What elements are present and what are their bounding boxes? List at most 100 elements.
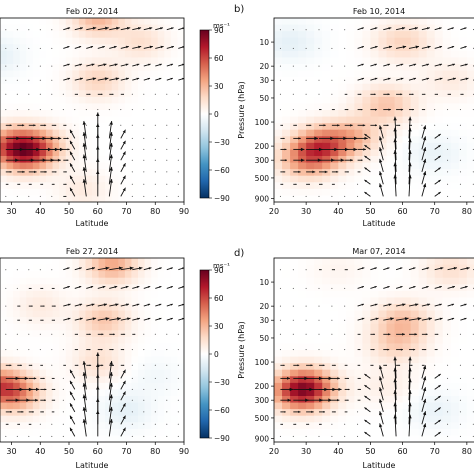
wind-vector	[383, 63, 391, 67]
heatmap-cell	[72, 264, 80, 272]
heatmap-cell	[138, 422, 146, 430]
heatmap-cell	[177, 96, 184, 105]
heatmap-cell	[434, 304, 444, 312]
heatmap-cell	[0, 195, 8, 202]
heatmap-cell	[52, 77, 60, 85]
heatmap-cell	[370, 258, 380, 266]
heatmap-cell	[0, 77, 8, 85]
heatmap-cell	[274, 310, 283, 318]
wind-vector	[434, 93, 438, 95]
heatmap-cell	[151, 277, 159, 285]
wind-vector	[143, 109, 145, 111]
heatmap-cell	[105, 297, 113, 305]
heatmap-cell	[298, 123, 307, 131]
heatmap-cell	[26, 44, 34, 52]
heatmap-cell	[330, 31, 339, 39]
heatmap-cell	[144, 57, 152, 65]
wind-vector	[305, 79, 307, 81]
heatmap-cell	[177, 297, 184, 305]
heatmap-cell	[0, 356, 8, 364]
heatmap-cell	[131, 182, 139, 190]
heatmap-cell	[111, 310, 119, 318]
wind-vector	[319, 170, 328, 174]
heatmap-cell	[19, 428, 27, 437]
heatmap-cell	[111, 182, 119, 190]
heatmap-cell	[157, 195, 165, 202]
heatmap-cell	[306, 382, 315, 391]
heatmap-cell	[330, 389, 339, 397]
heatmap-cell	[290, 57, 299, 65]
wind-vector	[364, 431, 371, 437]
heatmap-cell	[442, 284, 452, 292]
heatmap-cell	[410, 343, 420, 351]
heatmap-cell	[72, 389, 80, 397]
heatmap-cell	[450, 77, 460, 85]
heatmap-cell	[164, 350, 172, 358]
heatmap-cell	[105, 90, 113, 98]
wind-vector	[143, 171, 145, 173]
heatmap-cell	[118, 336, 126, 345]
heatmap-cell	[346, 129, 355, 137]
heatmap-cell	[157, 162, 165, 170]
heatmap-cell	[151, 169, 159, 177]
heatmap-cell	[46, 195, 54, 202]
heatmap-cell	[290, 103, 299, 111]
wind-vector	[393, 414, 397, 437]
heatmap-cell	[105, 258, 113, 266]
heatmap-cell	[386, 330, 396, 338]
heatmap-cell	[111, 70, 119, 78]
wind-vector	[69, 369, 76, 379]
wind-vector	[379, 365, 384, 379]
wind-vector	[279, 79, 281, 81]
heatmap-cell	[378, 356, 388, 364]
heatmap-cell	[370, 162, 380, 170]
wind-vector	[379, 147, 384, 161]
heatmap-cell	[98, 37, 106, 45]
heatmap-cell	[59, 83, 67, 91]
heatmap-cell	[164, 24, 172, 32]
heatmap-cell	[157, 188, 165, 197]
heatmap-cell	[32, 24, 41, 32]
heatmap-cell	[177, 116, 184, 124]
wind-vector	[39, 65, 41, 67]
wind-vector	[331, 195, 333, 197]
heatmap-cell	[354, 103, 363, 111]
heatmap-cell	[105, 116, 113, 124]
heatmap-cell	[92, 96, 100, 105]
heatmap-cell	[92, 336, 100, 345]
heatmap-cell	[0, 435, 8, 442]
heatmap-cell	[306, 175, 315, 183]
heatmap-cell	[442, 422, 452, 430]
heatmap-cell	[131, 103, 139, 111]
heatmap-cell	[298, 422, 307, 430]
heatmap-cell	[72, 336, 80, 345]
heatmap-cell	[450, 297, 460, 305]
heatmap-cell	[410, 310, 420, 318]
wind-vector	[344, 158, 353, 162]
heatmap-cell	[306, 156, 315, 164]
heatmap-cell	[274, 415, 283, 423]
heatmap-cell	[274, 136, 283, 144]
wind-vector	[97, 303, 108, 307]
heatmap-cell	[418, 271, 428, 279]
wind-vector	[408, 356, 412, 379]
heatmap-cell	[394, 156, 404, 164]
heatmap-cell	[466, 310, 474, 318]
heatmap-cell	[46, 50, 54, 59]
heatmap-cell	[442, 64, 452, 72]
heatmap-cell	[442, 396, 452, 404]
heatmap-cell	[330, 415, 339, 423]
wind-vector	[319, 109, 322, 111]
heatmap-cell	[450, 271, 460, 279]
heatmap-cell	[330, 336, 339, 345]
wind-vector	[97, 333, 104, 336]
heatmap-cell	[46, 188, 54, 197]
wind-vector	[409, 348, 416, 351]
heatmap-cell	[298, 317, 307, 325]
heatmap-cell	[105, 162, 113, 170]
wind-vector	[5, 93, 7, 95]
heatmap-cell	[164, 277, 172, 285]
wind-vector	[155, 77, 162, 81]
heatmap-cell	[32, 409, 41, 417]
heatmap-cell	[458, 409, 468, 417]
